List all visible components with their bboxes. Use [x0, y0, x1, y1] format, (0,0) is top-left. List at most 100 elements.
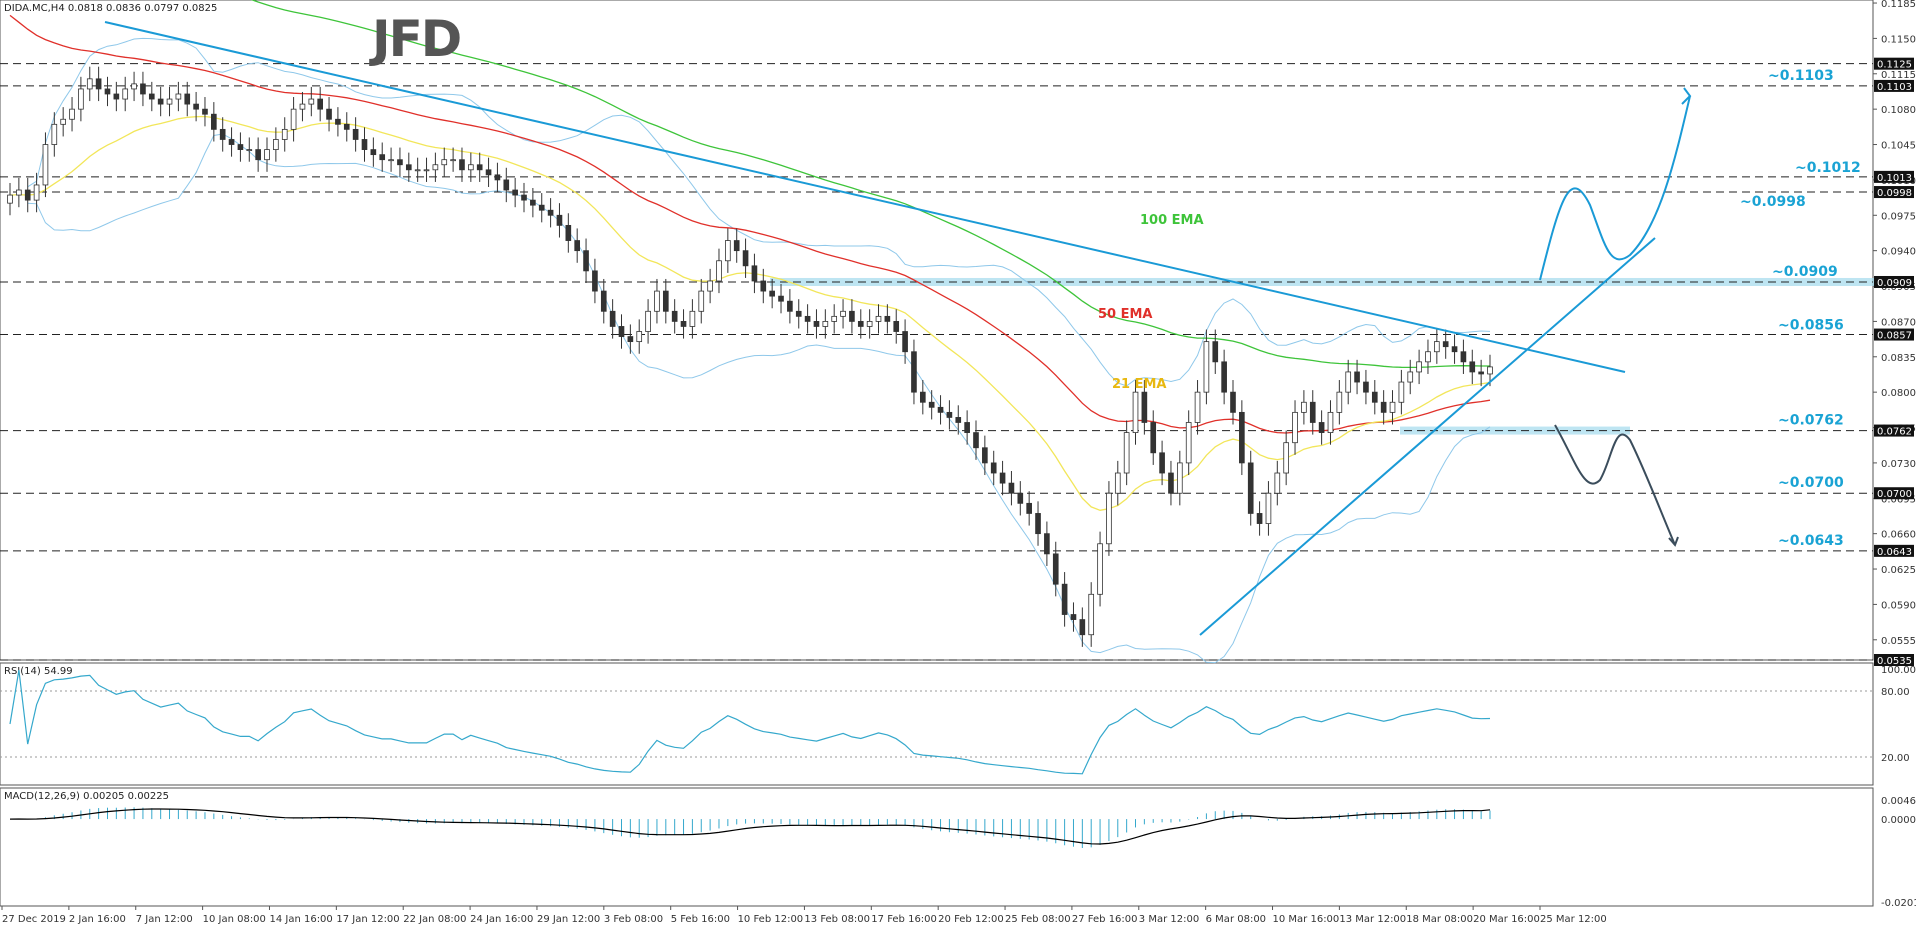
y-tick-label: 0.1150 [1881, 34, 1916, 45]
price-tag-box [1874, 487, 1914, 500]
candle-body [990, 462, 997, 474]
candle-body [1469, 361, 1476, 373]
candle-body [1114, 472, 1121, 494]
candle-body [1451, 346, 1458, 353]
resistance-zone-0909 [770, 277, 1905, 286]
candle-body [1292, 411, 1298, 444]
candle-body [849, 310, 855, 322]
rsi-axis-label: 100.00 [1881, 665, 1916, 676]
candle-body [1460, 351, 1467, 363]
candle-body [919, 391, 926, 403]
price-tag-label: 0.0909 [1877, 278, 1912, 289]
candle-body [104, 88, 111, 95]
price-tag-label: 0.1013 [1877, 173, 1912, 184]
candle-body [928, 401, 935, 408]
price-tag-box [1874, 328, 1914, 341]
price-tag-box [1874, 170, 1914, 183]
candle-body [1035, 513, 1041, 535]
y-tick-label: 0.0730 [1881, 459, 1916, 470]
candle-body [1318, 422, 1325, 433]
candle-body [503, 179, 510, 191]
candle-body [1398, 381, 1405, 403]
candle-body [592, 270, 598, 292]
candle-body [95, 78, 102, 90]
candle-body [964, 422, 970, 433]
candle-body [1159, 452, 1165, 474]
candle-body [1044, 533, 1050, 555]
x-tick-label: 5 Feb 16:00 [671, 914, 730, 925]
candle-body [86, 78, 93, 90]
candle-body [157, 98, 164, 105]
candle-body [1176, 462, 1183, 494]
price-tag-label: 0.0998 [1877, 188, 1912, 199]
x-tick-label: 7 Jan 12:00 [136, 914, 193, 925]
price-tag-box [1874, 186, 1914, 199]
price-tag-box [1874, 57, 1914, 70]
candle-body [343, 123, 350, 130]
level-label: ~0.0998 [1740, 194, 1806, 210]
candle-body [1256, 513, 1263, 524]
bollinger-lower [27, 133, 1491, 664]
x-tick-label: 10 Mar 16:00 [1273, 914, 1340, 925]
candle-body [175, 93, 182, 100]
candle-body [1052, 553, 1059, 585]
x-tick-label: 27 Dec 2019 [2, 914, 66, 925]
candle-body [857, 321, 864, 327]
candle-body [184, 93, 191, 105]
candle-body [1212, 341, 1219, 363]
candle-body [822, 321, 829, 327]
candle-body [795, 310, 802, 317]
candle-body [1141, 391, 1148, 423]
candle-body [211, 113, 217, 130]
x-tick-label: 27 Feb 16:00 [1072, 914, 1138, 925]
candle-body [1017, 492, 1024, 504]
candle-body [397, 159, 403, 166]
x-tick-label: 6 Mar 08:00 [1206, 914, 1266, 925]
candle-body [317, 98, 324, 110]
price-tag-box [1874, 79, 1914, 92]
candle-body [556, 214, 563, 226]
candle-body [911, 351, 917, 393]
candle-body [308, 98, 315, 105]
candle-body [423, 169, 430, 172]
candle-body [751, 265, 758, 282]
rsi-info: RSI(14) 54.99 [4, 666, 73, 677]
downtrend-line [104, 21, 1626, 373]
uptrend-line [1199, 237, 1656, 636]
candle-body [1185, 422, 1192, 464]
candle-body [441, 159, 448, 166]
x-tick-label: 3 Feb 08:00 [604, 914, 663, 925]
bollinger-upper [27, 37, 1491, 387]
x-tick-label: 10 Feb 12:00 [738, 914, 804, 925]
label-21-ema: 21 EMA [1112, 377, 1167, 392]
candle-body [379, 154, 386, 161]
candle-body [1487, 366, 1493, 375]
label-50-ema: 50 EMA [1098, 307, 1153, 322]
candle-body [680, 321, 687, 327]
candle-body [166, 98, 173, 105]
bearish-scenario-arrow [1554, 424, 1676, 546]
symbol-info: DIDA.MC,H4 0.0818 0.0836 0.0797 0.0825 [4, 3, 217, 14]
rsi-panel-frame [0, 662, 1874, 786]
y-tick-label: 0.0975 [1881, 211, 1916, 222]
x-tick-label: 2 Jan 16:00 [69, 914, 126, 925]
x-tick-label: 22 Jan 08:00 [403, 914, 466, 925]
candle-body [51, 123, 58, 145]
candle-body [468, 164, 474, 171]
candle-body [69, 108, 75, 120]
x-tick-label: 20 Mar 16:00 [1473, 914, 1540, 925]
candle-body [24, 189, 31, 201]
candle-body [955, 417, 962, 423]
candle-body [707, 280, 713, 292]
candle-body [361, 139, 368, 150]
candle-body [689, 310, 696, 327]
candle-body [1309, 401, 1316, 423]
y-tick-label: 0.0800 [1881, 388, 1916, 399]
candle-body [1301, 401, 1307, 413]
candle-body [228, 139, 235, 145]
candle-body [237, 144, 244, 150]
candle-body [946, 411, 953, 418]
candle-body [405, 164, 412, 171]
macd-info: MACD(12,26,9) 0.00205 0.00225 [4, 791, 169, 802]
candle-body [875, 315, 882, 322]
